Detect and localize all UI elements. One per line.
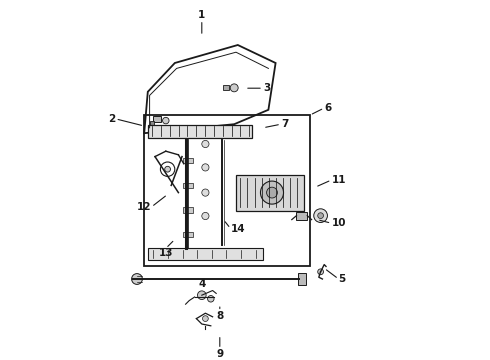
Circle shape [202, 189, 209, 196]
Text: 9: 9 [216, 349, 223, 359]
Text: 7: 7 [281, 119, 289, 129]
Circle shape [165, 166, 171, 172]
Text: 11: 11 [331, 175, 346, 185]
Circle shape [261, 181, 284, 204]
Text: 5: 5 [339, 274, 346, 284]
Circle shape [160, 162, 175, 176]
Text: 2: 2 [108, 114, 116, 124]
Circle shape [202, 140, 209, 148]
Circle shape [314, 209, 327, 222]
Bar [144, 115, 310, 266]
Circle shape [202, 164, 209, 171]
Text: 13: 13 [159, 248, 173, 258]
Circle shape [202, 316, 208, 321]
Bar [236, 175, 304, 211]
Circle shape [230, 84, 238, 92]
Circle shape [132, 274, 143, 284]
Bar [148, 248, 263, 260]
Bar [183, 158, 193, 163]
Bar [183, 232, 193, 237]
Bar [296, 212, 307, 220]
Circle shape [163, 117, 169, 124]
Text: 3: 3 [263, 83, 270, 93]
Bar [183, 183, 193, 188]
Text: 14: 14 [231, 224, 245, 234]
Bar [149, 121, 154, 125]
Text: 6: 6 [324, 103, 331, 113]
Bar [183, 207, 193, 213]
Text: 4: 4 [198, 279, 205, 289]
Circle shape [318, 269, 323, 275]
Circle shape [267, 187, 277, 198]
Circle shape [208, 296, 214, 302]
Bar [223, 85, 229, 90]
Text: 10: 10 [331, 218, 346, 228]
Circle shape [202, 212, 209, 220]
Bar [298, 273, 306, 285]
Circle shape [197, 291, 206, 300]
Bar [148, 125, 252, 138]
Text: 8: 8 [216, 311, 223, 321]
Bar [153, 116, 161, 122]
Circle shape [318, 213, 323, 219]
Text: 1: 1 [198, 10, 205, 20]
Text: 12: 12 [137, 202, 151, 212]
